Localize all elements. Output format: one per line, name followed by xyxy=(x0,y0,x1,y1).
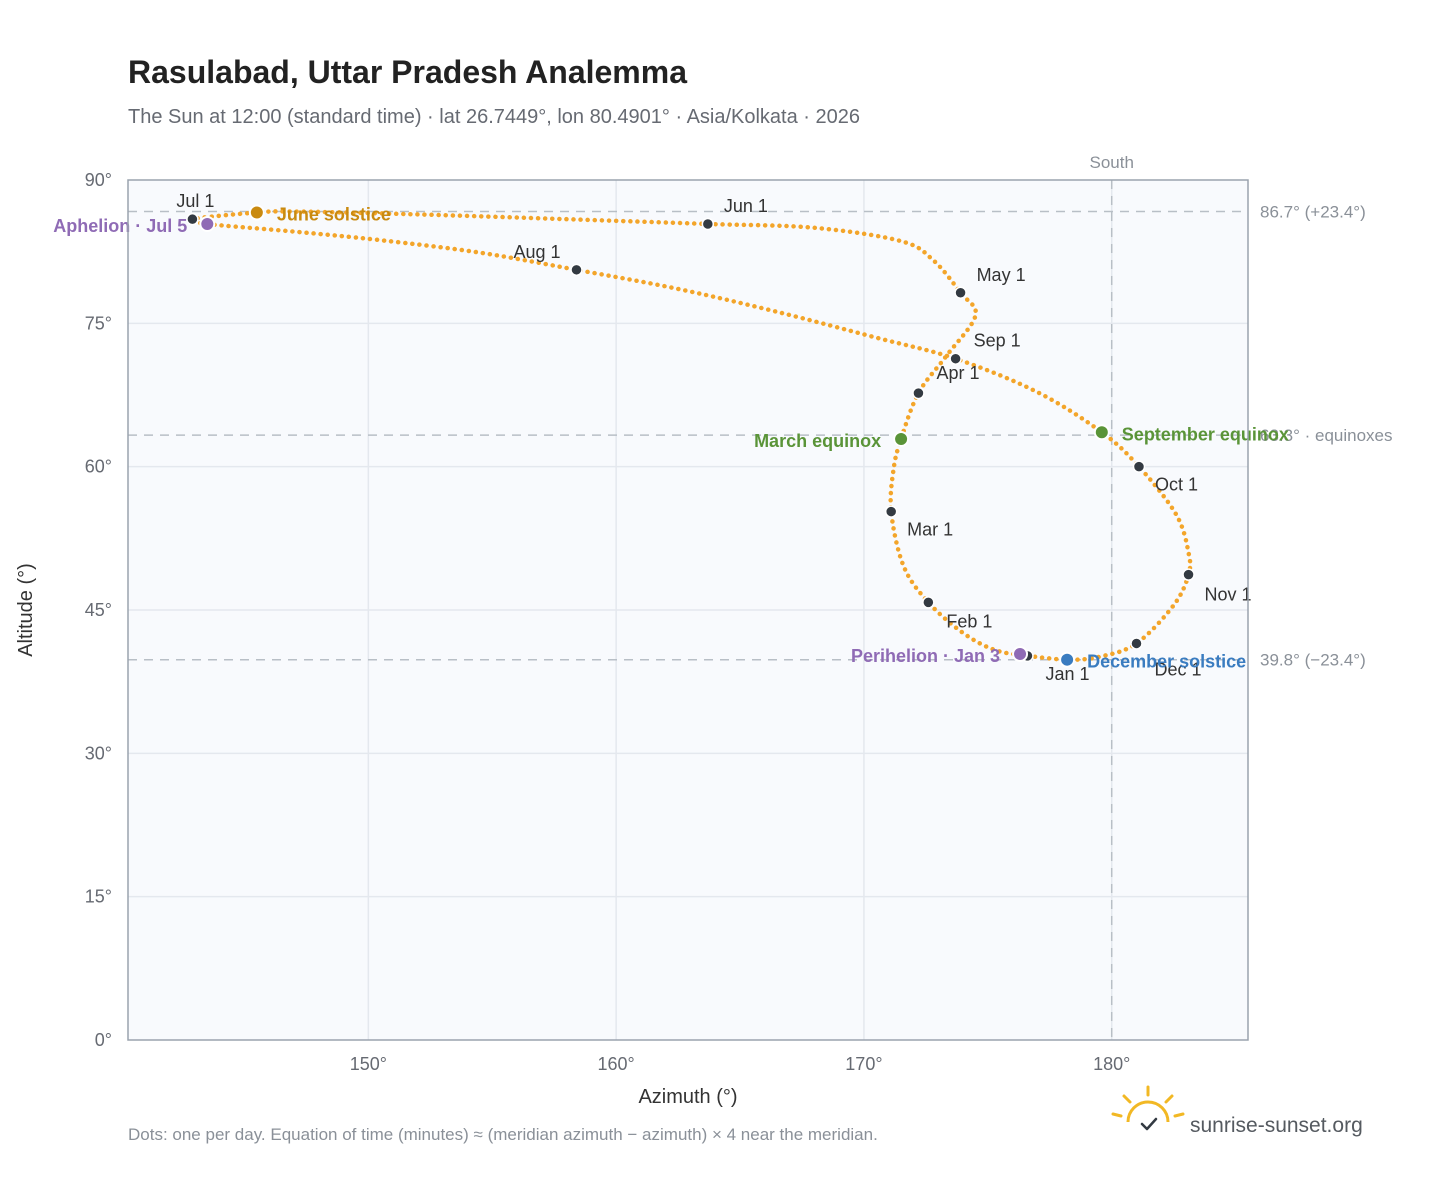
event-label: March equinox xyxy=(754,431,881,451)
month-label: Apr 1 xyxy=(936,363,979,383)
month-label: Jun 1 xyxy=(724,196,768,216)
y-tick-label: 90° xyxy=(85,170,112,190)
reference-line-label: 39.8° (−23.4°) xyxy=(1260,651,1366,670)
y-tick-label: 30° xyxy=(85,743,112,763)
event-label: September equinox xyxy=(1122,424,1289,444)
event-dot xyxy=(248,204,265,221)
month-label: Mar 1 xyxy=(907,520,953,540)
y-tick-label: 0° xyxy=(95,1030,112,1050)
x-axis-label: Azimuth (°) xyxy=(638,1086,737,1108)
meridian-label: South xyxy=(1089,153,1133,172)
month-label: May 1 xyxy=(977,265,1026,285)
month-dot xyxy=(922,596,935,609)
month-dot xyxy=(570,263,583,277)
event-dot xyxy=(199,215,216,232)
sun-logo-icon xyxy=(1111,1085,1185,1131)
month-label: Dec 1 xyxy=(1154,659,1201,679)
reference-line-label: 63.3° · equinoxes xyxy=(1260,426,1393,445)
month-dot xyxy=(884,505,898,518)
event-label: December solstice xyxy=(1087,652,1246,672)
month-label: Oct 1 xyxy=(1155,475,1198,495)
y-axis-label: Altitude (°) xyxy=(15,563,37,657)
month-dot xyxy=(949,352,962,365)
y-tick-label: 60° xyxy=(85,457,112,477)
axis-ticks: 150° 160° 170° 180° 0° 15° 30° 45° 60° 75° 90° xyxy=(85,170,1131,1074)
event-dot xyxy=(1059,651,1076,668)
event-dot xyxy=(1012,645,1029,662)
footnote: Dots: one per day. Equation of time (min… xyxy=(128,1125,878,1144)
month-label: Feb 1 xyxy=(946,611,992,631)
brand-name: sunrise-sunset.org xyxy=(1190,1114,1363,1137)
month-markers: Jan 1 Feb 1 Mar 1 Apr 1 May 1 Jun 1 Jul 1 Aug 1… xyxy=(176,191,1251,684)
chart-title: Rasulabad, Uttar Pradesh Analemma xyxy=(128,54,687,90)
event-markers: June solstice December solstice March equi… xyxy=(53,204,1289,672)
month-dot xyxy=(1132,460,1146,473)
month-dot xyxy=(912,386,925,400)
event-label: June solstice xyxy=(277,204,391,224)
x-tick-label: 160° xyxy=(598,1054,635,1074)
x-tick-label: 170° xyxy=(845,1054,882,1074)
month-dot xyxy=(701,217,715,231)
month-dot xyxy=(954,286,967,300)
chart-subtitle: The Sun at 12:00 (standard time) · lat 2… xyxy=(128,106,860,128)
event-label: Perihelion · Jan 3 xyxy=(851,646,1000,666)
reference-line-label: 86.7° (+23.4°) xyxy=(1260,203,1366,222)
month-dot xyxy=(186,212,199,226)
x-tick-label: 150° xyxy=(350,1054,387,1074)
month-label: Jul 1 xyxy=(176,191,214,211)
y-tick-label: 45° xyxy=(85,600,112,620)
x-tick-label: 180° xyxy=(1093,1054,1130,1074)
month-dot xyxy=(1130,637,1143,650)
y-tick-label: 15° xyxy=(85,887,112,907)
month-label: Sep 1 xyxy=(974,331,1021,351)
plot-frame xyxy=(127,179,1249,1041)
month-dot xyxy=(1182,568,1195,581)
event-dot xyxy=(1093,424,1110,441)
reference-lines: 86.7° (+23.4°) 63.3° · equinoxes 39.8° (−2… xyxy=(128,153,1393,1040)
month-label: Aug 1 xyxy=(513,242,560,262)
grid-lines xyxy=(128,180,1248,1040)
month-label: Jan 1 xyxy=(1045,664,1089,684)
event-label: Aphelion · Jul 5 xyxy=(53,216,187,236)
month-label: Nov 1 xyxy=(1205,585,1252,605)
event-dot xyxy=(893,430,910,447)
y-tick-label: 75° xyxy=(85,313,112,333)
